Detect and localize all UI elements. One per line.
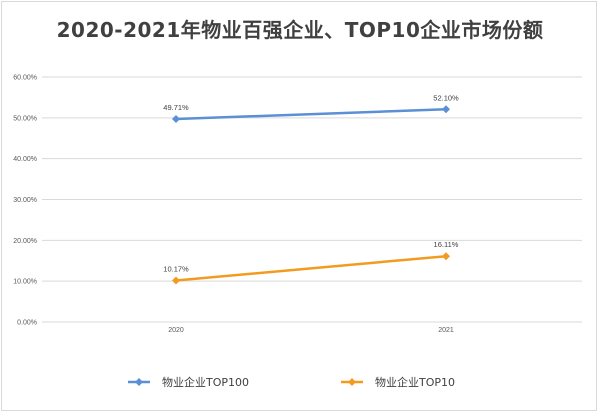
series-line-0 <box>174 108 448 121</box>
x-tick-label: 2021 <box>438 327 454 334</box>
data-label-1-1: 16.11% <box>434 240 459 249</box>
chart-title: 2020-2021年物业百强企业、TOP10企业市场份额 <box>56 18 544 42</box>
data-point-1-1 <box>442 252 450 261</box>
y-tick-label: 0.00% <box>17 320 37 327</box>
legend-marker-0 <box>135 378 143 386</box>
x-axis-ticks: 2020 2021 <box>168 327 454 334</box>
legend-label-0: 物业企业TOP100 <box>162 375 249 389</box>
series-lines: 49.71% 52.10% 10.17% 16.11% <box>163 93 459 285</box>
y-tick-label: 10.00% <box>13 279 37 286</box>
data-point-0-0 <box>172 115 180 124</box>
data-label-0-1: 52.10% <box>433 93 459 102</box>
y-tick-label: 40.00% <box>13 156 37 163</box>
legend-label-1: 物业企业TOP10 <box>375 375 455 389</box>
data-label-0-0: 49.71% <box>163 103 189 112</box>
y-tick-label: 50.00% <box>13 115 37 122</box>
gridlines <box>42 76 582 323</box>
y-tick-label: 30.00% <box>13 197 37 204</box>
data-point-1-0 <box>172 276 180 285</box>
data-point-0-1 <box>442 105 450 114</box>
y-axis-ticks: 0.00% 10.00% 20.00% 30.00% 40.00% 50.00% 60.00… <box>13 75 37 327</box>
series-line-1 <box>174 254 448 282</box>
data-label-1-0: 10.17% <box>163 264 189 273</box>
legend-item-0: 物业企业TOP100 <box>128 375 249 389</box>
y-tick-label: 60.00% <box>13 75 37 82</box>
y-tick-label: 20.00% <box>13 238 37 245</box>
legend-item-1: 物业企业TOP10 <box>341 375 455 389</box>
legend-marker-1 <box>348 378 356 386</box>
legend: 物业企业TOP100 物业企业TOP10 <box>128 375 455 389</box>
x-tick-label: 2020 <box>168 327 184 334</box>
